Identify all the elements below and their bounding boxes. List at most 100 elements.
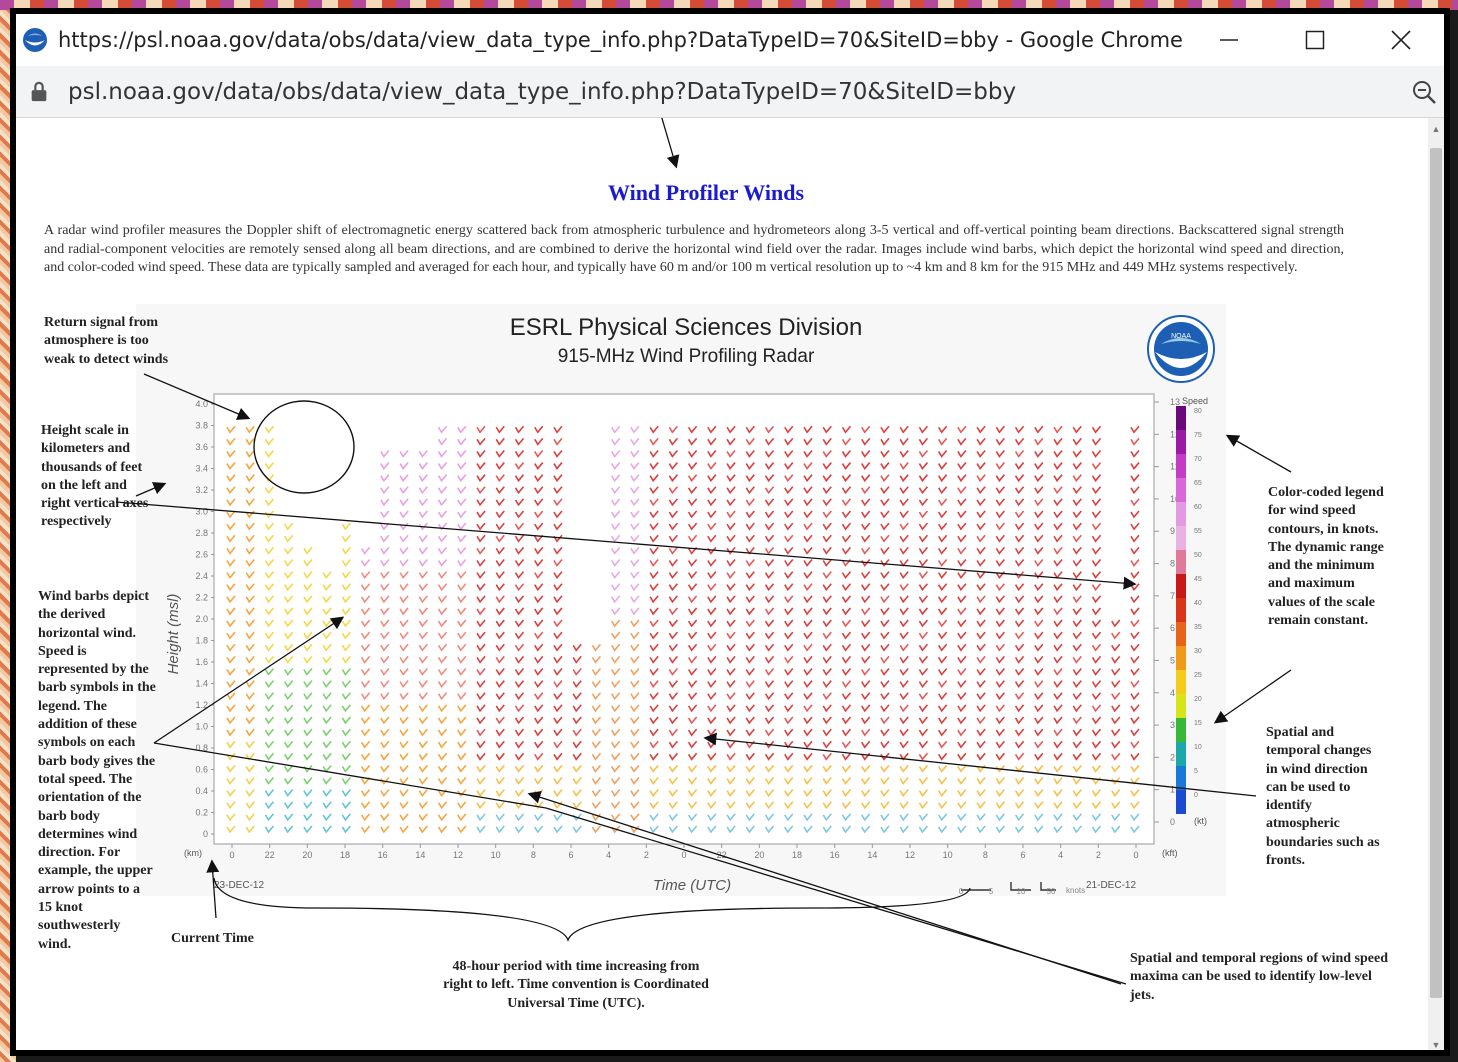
wind-barb: [937, 498, 948, 507]
wind-barb: [457, 510, 467, 519]
scrollbar-thumb[interactable]: [1430, 148, 1442, 998]
wind-barb: [476, 801, 486, 810]
wind-barb: [360, 558, 371, 567]
wind-barb: [841, 777, 852, 785]
annotation-arrows: [115, 118, 1292, 985]
wind-barb: [1091, 474, 1102, 483]
wind-barb: [687, 486, 698, 495]
wind-barb: [649, 752, 659, 761]
wind-barb: [476, 449, 486, 458]
vertical-scrollbar[interactable]: ▲ ▼: [1428, 118, 1444, 1050]
wind-barb: [399, 619, 409, 628]
annotation-color-legend: Color-coded legend for wind speed contou…: [1268, 485, 1384, 629]
wind-barb: [745, 449, 755, 458]
wind-barb: [707, 692, 717, 701]
minimize-button[interactable]: [1186, 14, 1272, 66]
wind-barb: [803, 692, 813, 701]
wind-barb: [668, 449, 678, 458]
wind-barb: [437, 825, 448, 834]
wind-barb: [399, 486, 409, 495]
wind-barb: [957, 752, 967, 761]
wind-barb: [976, 425, 986, 434]
wind-barb: [1091, 631, 1102, 640]
wind-barb: [380, 813, 390, 822]
wind-barb: [553, 631, 563, 640]
wind-barb: [841, 740, 852, 749]
wind-barb: [245, 437, 255, 446]
wind-barb: [341, 571, 352, 579]
wind-barb: [1034, 534, 1044, 543]
wind-barb: [803, 583, 813, 592]
wind-barb: [899, 534, 909, 543]
wind-barb: [1130, 607, 1140, 616]
wind-barb: [1053, 789, 1063, 798]
wind-barb: [264, 437, 275, 446]
url-field[interactable]: psl.noaa.gov/data/obs/data/view_data_typ…: [68, 78, 1017, 105]
wind-barb: [610, 728, 621, 737]
wind-barb: [726, 546, 736, 555]
wind-barb: [226, 425, 236, 434]
wind-barb: [303, 619, 313, 628]
wind-barb: [514, 522, 525, 531]
wind-barb: [784, 546, 794, 555]
wind-barb: [707, 777, 717, 785]
wind-barb: [418, 583, 428, 592]
wind-barb: [1091, 583, 1102, 592]
wind-barb: [918, 607, 929, 616]
wind-barb: [495, 728, 505, 737]
wind-barb: [1014, 558, 1025, 567]
wind-barb: [514, 668, 525, 676]
wind-barb: [1014, 583, 1025, 592]
wind-barb: [784, 655, 794, 664]
wind-barb: [1014, 655, 1025, 664]
wind-barb: [630, 522, 640, 531]
wind-barb: [668, 801, 678, 810]
left-axis-label: Height (msl): [165, 594, 182, 675]
x-tick-label: 20: [302, 850, 312, 860]
wind-barb: [360, 692, 371, 701]
wind-barb: [764, 692, 775, 701]
wind-barb: [803, 752, 813, 761]
maximize-button[interactable]: [1272, 14, 1358, 66]
wind-barb: [707, 752, 717, 761]
wind-barb: [803, 619, 813, 628]
wind-barb: [668, 619, 678, 628]
wind-barb: [764, 546, 775, 555]
wind-barb: [841, 764, 852, 773]
wind-barb: [899, 437, 909, 446]
wind-barb: [880, 571, 890, 579]
wind-barb: [360, 631, 371, 640]
wind-barb: [1053, 449, 1063, 458]
wind-barb: [764, 716, 775, 725]
wind-barb: [861, 777, 871, 785]
wind-barb: [899, 655, 909, 664]
wind-barb: [841, 692, 852, 701]
wind-barb: [534, 655, 544, 664]
wind-barb: [668, 595, 678, 604]
wind-barb: [822, 474, 832, 483]
wind-barb: [822, 777, 832, 785]
wind-barb: [610, 813, 621, 822]
wind-barb: [399, 740, 409, 749]
wind-barb: [1130, 595, 1140, 604]
y-tick-left-label: 1.2: [195, 700, 208, 710]
wind-barb: [918, 474, 929, 483]
scroll-down-icon[interactable]: ▼: [1431, 1040, 1441, 1050]
close-button[interactable]: [1358, 14, 1444, 66]
wind-barb: [918, 583, 929, 592]
lock-icon[interactable]: [28, 81, 50, 103]
wind-barb: [957, 534, 967, 543]
wind-barb: [707, 764, 717, 773]
wind-barb: [610, 486, 621, 495]
wind-barb: [764, 607, 775, 616]
wind-barb: [226, 607, 236, 616]
wind-barb: [380, 546, 390, 555]
wind-barb: [937, 462, 948, 470]
wind-barb: [1091, 546, 1102, 555]
zoom-button[interactable]: [1404, 79, 1444, 105]
wind-barb: [245, 704, 255, 713]
x-tick-label: 22: [265, 850, 275, 860]
scroll-up-icon[interactable]: ▲: [1431, 124, 1441, 134]
wind-barb: [880, 607, 890, 616]
wind-barb: [380, 764, 390, 773]
